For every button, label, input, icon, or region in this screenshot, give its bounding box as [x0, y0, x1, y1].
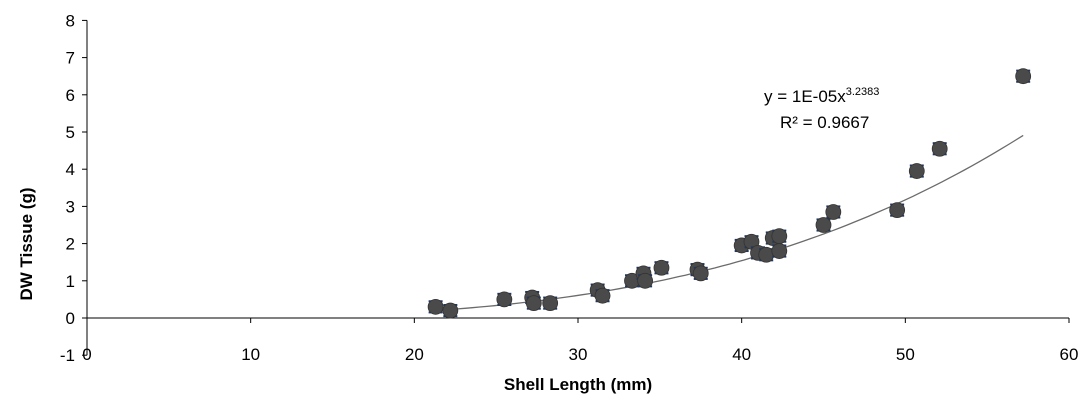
- data-point: [771, 243, 788, 259]
- data-marker: [496, 291, 513, 308]
- y-tick-labels: -1 0 1 2 3 4 5 6 7 8: [60, 11, 75, 365]
- data-point: [825, 204, 842, 220]
- data-point: [653, 259, 670, 276]
- data-marker: [908, 163, 925, 179]
- data-marker: [815, 217, 832, 233]
- r-squared-label: R² = 0.9667: [780, 113, 869, 132]
- y-tick-label: 7: [66, 49, 75, 68]
- data-point: [542, 295, 559, 312]
- trendline-equation: y = 1E-05x3.2383: [764, 86, 879, 106]
- data-marker: [931, 140, 948, 157]
- data-points: [427, 68, 1032, 319]
- data-point: [496, 291, 513, 308]
- data-marker: [692, 265, 709, 282]
- data-marker: [889, 202, 906, 219]
- data-marker: [525, 295, 542, 312]
- data-marker: [1015, 68, 1032, 85]
- data-marker: [594, 287, 611, 304]
- data-marker: [758, 246, 775, 263]
- data-point: [525, 295, 542, 312]
- data-point: [442, 302, 459, 319]
- x-tick-label: 60: [1060, 345, 1079, 364]
- data-marker: [771, 243, 788, 259]
- x-tick-label: 0: [82, 345, 91, 364]
- y-tick-label: 6: [66, 86, 75, 105]
- x-tick-label: 50: [896, 345, 915, 364]
- data-marker: [442, 302, 459, 319]
- data-marker: [825, 204, 842, 220]
- y-tick-label: 2: [66, 235, 75, 254]
- data-marker: [427, 298, 444, 315]
- power-trendline: [435, 134, 1024, 312]
- y-tick-label: 8: [66, 11, 75, 30]
- data-point: [692, 265, 709, 282]
- y-tick-label: 5: [66, 123, 75, 142]
- data-point: [758, 246, 775, 263]
- x-axis-title: Shell Length (mm): [504, 375, 652, 394]
- data-marker: [771, 228, 788, 245]
- y-tick-label: 1: [66, 272, 75, 291]
- x-tick-label: 10: [241, 345, 260, 364]
- data-point: [427, 298, 444, 315]
- data-point: [624, 272, 640, 289]
- y-tick-label: 0: [66, 309, 75, 328]
- data-marker: [637, 272, 654, 289]
- y-axis-title: DW Tissue (g): [17, 187, 36, 300]
- y-tick-label: 4: [66, 160, 75, 179]
- y-tick-label: 3: [66, 197, 75, 216]
- data-point: [931, 140, 948, 157]
- data-point: [889, 202, 906, 219]
- trendline-equation-base: y = 1E-05x: [764, 87, 846, 106]
- x-tick-label: 20: [405, 345, 424, 364]
- data-point: [594, 287, 611, 304]
- data-marker: [542, 295, 559, 312]
- x-tick-label: 40: [732, 345, 751, 364]
- data-point: [771, 228, 788, 245]
- x-tick-label: 30: [569, 345, 588, 364]
- data-marker: [653, 259, 670, 276]
- data-point: [743, 233, 760, 250]
- trendline-equation-exponent: 3.2383: [846, 86, 880, 98]
- x-tick-labels: 0 10 20 30 40 50 60: [82, 345, 1078, 364]
- data-point: [815, 217, 832, 233]
- y-tick-label: -1: [60, 346, 75, 365]
- data-point: [1015, 68, 1032, 85]
- axes: [82, 19, 1070, 356]
- data-point: [908, 163, 925, 179]
- trendline-group: [435, 134, 1024, 312]
- data-point: [637, 272, 654, 289]
